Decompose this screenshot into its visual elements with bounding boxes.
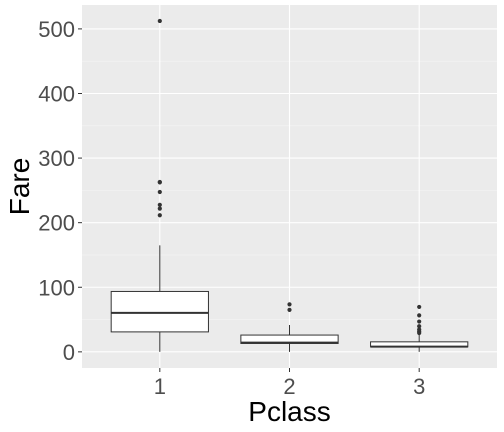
y-tick-label: 300 (38, 146, 75, 171)
y-axis: 0 100 200 300 400 500 (38, 17, 82, 365)
outlier-point (157, 189, 162, 195)
outlier-point (417, 313, 422, 318)
major-gridlines (82, 5, 497, 368)
outlier-point (417, 330, 422, 336)
y-axis-title: Fare (4, 158, 35, 216)
y-tick-label: 400 (38, 81, 75, 106)
x-tick-label: 2 (283, 374, 295, 399)
x-tick-label: 3 (413, 374, 425, 399)
y-tick-label: 0 (63, 340, 75, 365)
outlier-point (157, 202, 162, 208)
y-tick-label: 500 (38, 17, 75, 42)
outlier-point (157, 213, 162, 218)
box-iqr (110, 290, 209, 333)
box-3 (370, 304, 469, 352)
outlier-point (157, 206, 162, 211)
outlier-point (287, 302, 292, 307)
boxplot-series (110, 18, 469, 352)
outlier-point (417, 319, 422, 324)
x-tick-label: 1 (154, 374, 166, 399)
x-axis-title: Pclass (248, 396, 330, 427)
y-tick-label: 100 (38, 275, 75, 300)
outlier-point (287, 307, 292, 312)
outlier-point (157, 180, 162, 185)
box-1 (110, 18, 209, 352)
y-tick-label: 200 (38, 211, 75, 236)
outlier-point (417, 304, 422, 310)
outlier-point (417, 324, 422, 329)
outlier-point (157, 18, 162, 24)
box-2 (240, 302, 339, 352)
x-axis: 1 2 3 (154, 368, 425, 399)
